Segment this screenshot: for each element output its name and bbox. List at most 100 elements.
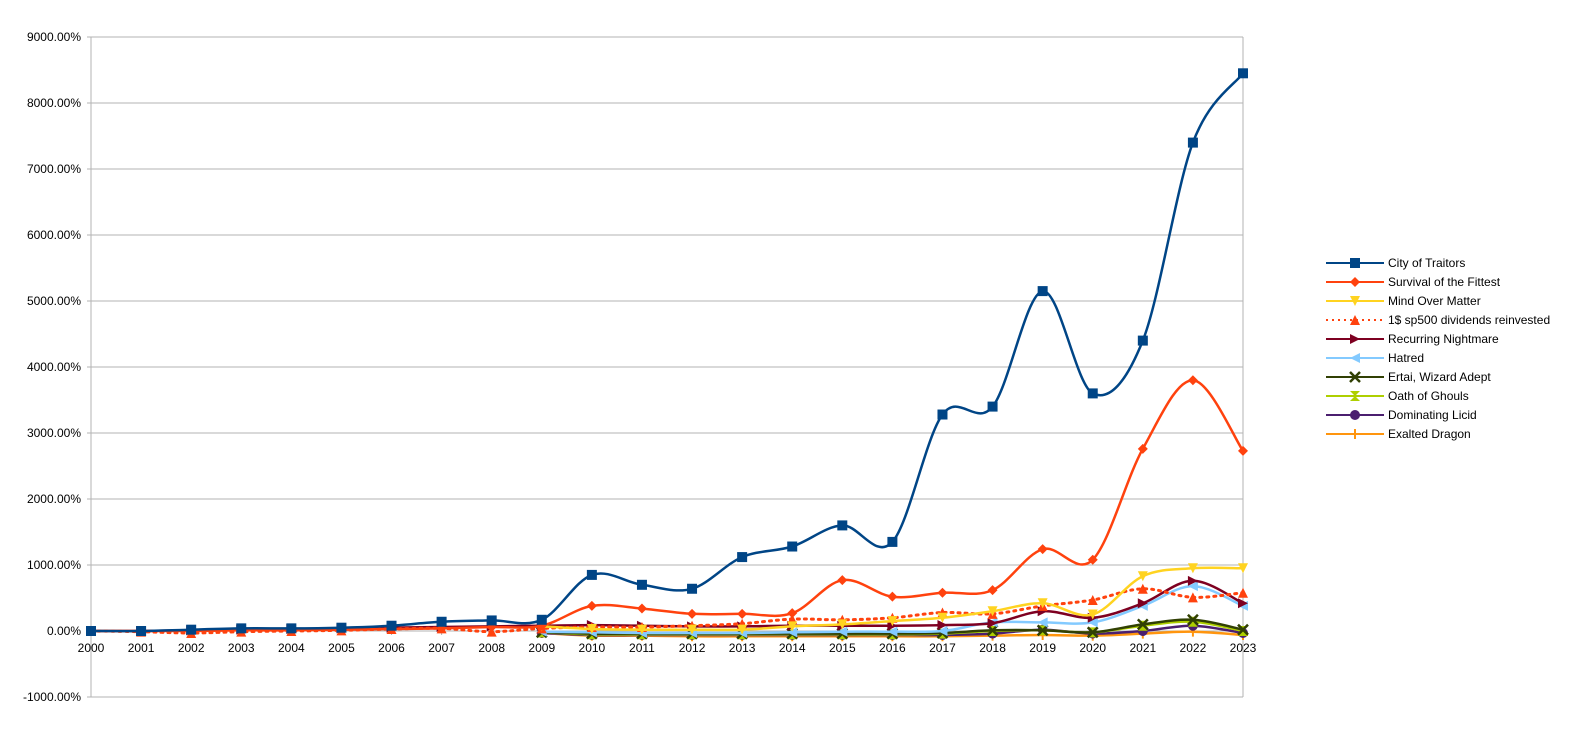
legend-item: Mind Over Matter [1326,294,1481,308]
y-tick-label: 0.00% [47,624,81,638]
data-point [1238,563,1248,574]
y-tick-label: -1000.00% [23,690,81,704]
data-point [1137,335,1148,346]
data-point [636,624,647,635]
series-2 [536,563,1248,635]
legend-label: Ertai, Wizard Adept [1388,370,1491,384]
x-tick-label: 2000 [78,641,105,655]
data-point [86,626,96,636]
y-tick-label: 1000.00% [27,558,81,572]
x-tick-label: 2008 [478,641,505,655]
grid-lines [90,36,1244,698]
legend-item: Dominating Licid [1326,408,1477,422]
legend-marker [1350,353,1360,363]
data-point [1037,544,1048,555]
data-point [1187,592,1198,603]
data-point [1087,594,1098,605]
plot-area [86,68,1249,642]
legend-marker [1350,315,1360,325]
data-point [586,600,597,611]
legend-item: Oath of Ghouls [1326,389,1469,403]
data-point [1238,68,1248,79]
x-tick-label: 2012 [679,641,706,655]
data-point [186,624,197,635]
data-point [1037,598,1048,609]
data-point [737,608,748,619]
data-point [636,603,647,614]
x-tick-label: 2019 [1029,641,1056,655]
y-tick-label: 3000.00% [27,426,81,440]
data-point [787,608,798,619]
legend-marker [1350,391,1360,401]
data-point [887,591,898,602]
data-point [1036,624,1049,637]
data-point [586,624,597,635]
data-point [937,620,948,631]
legend-label: City of Traitors [1388,256,1465,270]
x-tick-label: 2015 [829,641,856,655]
x-tick-label: 2022 [1180,641,1207,655]
data-point [1187,575,1198,586]
legend-label: 1$ sp500 dividends reinvested [1388,313,1550,327]
data-point [787,627,798,638]
data-point [937,612,948,623]
series-0 [86,68,1248,636]
y-tick-label: 4000.00% [27,360,81,374]
data-point [687,624,698,635]
y-tick-label: 7000.00% [27,162,81,176]
data-point [837,619,848,630]
y-tick-label: 9000.00% [27,30,81,44]
data-point [1238,587,1248,598]
data-point [1137,443,1148,454]
data-point [787,621,798,632]
data-point [987,401,998,412]
data-point [1187,581,1198,592]
x-tick-label: 2020 [1079,641,1106,655]
legend-marker [1350,258,1360,268]
legend-marker [1350,296,1360,306]
data-point [1087,609,1098,620]
legend-marker [1350,277,1360,287]
data-point [486,615,497,626]
legend-marker [1350,429,1360,439]
data-point [1136,618,1149,631]
legend-marker [1349,371,1361,383]
data-point [687,608,698,619]
legend-label: Mind Over Matter [1388,294,1481,308]
legend-label: Oath of Ghouls [1388,389,1469,403]
data-point [937,587,948,598]
x-tick-label: 2023 [1230,641,1257,655]
legend-label: Hatred [1388,351,1424,365]
data-point [737,552,748,563]
x-axis: 2000 2001 2002 2003 2004 2005 2006 2007 2008 2009… [78,631,1257,655]
data-point [887,626,898,637]
data-point [837,575,848,586]
series-line [90,72,1245,633]
data-point [236,623,247,634]
data-point [1087,617,1098,628]
series-1 [86,375,1248,636]
data-point [1238,598,1248,609]
x-tick-label: 2010 [579,641,606,655]
legend-label: Survival of the Fittest [1388,275,1501,289]
data-point [1187,375,1198,386]
data-point [1086,626,1099,639]
data-point [837,520,848,531]
data-point [336,622,347,633]
data-point [586,569,597,580]
x-tick-label: 2006 [378,641,405,655]
data-point [937,409,948,420]
data-point [136,626,147,636]
legend-label: Exalted Dragon [1388,427,1471,441]
legend-item: Ertai, Wizard Adept [1326,370,1491,384]
data-point [1237,623,1249,636]
data-point [987,618,998,629]
x-tick-label: 2002 [178,641,205,655]
data-point [887,616,898,627]
y-tick-label: 8000.00% [27,96,81,110]
x-tick-label: 2003 [228,641,255,655]
x-tick-label: 2018 [979,641,1006,655]
x-tick-label: 2004 [278,641,305,655]
data-point [837,626,848,637]
y-tick-label: 2000.00% [27,492,81,506]
